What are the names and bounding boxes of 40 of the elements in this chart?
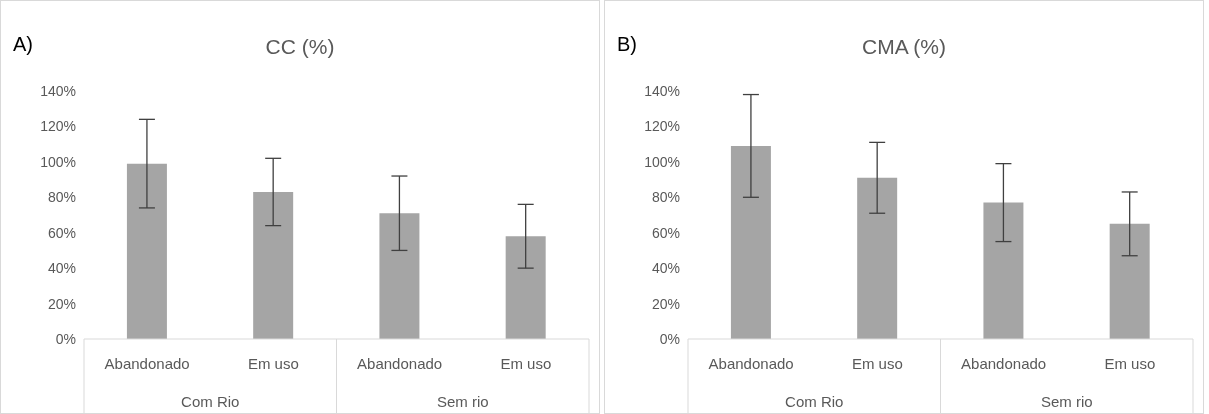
y-tick-label: 140% [644,82,680,99]
x-tick-label: Em uso [247,355,299,372]
bar [253,191,294,339]
y-tick-label: 60% [651,224,680,241]
text: Sem rio [1040,393,1093,410]
y-tick-label: 120% [40,118,76,135]
text: B) [617,33,637,56]
text: Com Rio [785,393,844,410]
y-tick-label: 80% [47,189,76,206]
x-tick-label: Em uso [1104,355,1156,372]
x-tick-label: Abandonado [357,355,443,372]
y-tick-label: 120% [644,118,680,135]
y-tick-label: 60% [47,224,76,241]
y-tick-label: 100% [644,153,680,170]
bar [126,163,167,339]
bar [730,145,771,339]
bar [857,177,898,339]
bar [505,236,546,339]
x-tick-label: Abandonado [961,355,1047,372]
x-tick-label: Abandonado [104,355,190,372]
y-tick-label: 0% [55,330,76,347]
bar [1109,223,1150,339]
text: A) [13,33,33,56]
y-tick-label: 20% [651,295,680,312]
y-tick-label: 80% [651,189,680,206]
text: Sem rio [436,393,489,410]
x-tick-label: Em uso [851,355,903,372]
text: Com Rio [181,393,240,410]
y-tick-label: 40% [47,260,76,277]
y-tick-label: 0% [659,330,680,347]
chart-title: CMA (%) [862,35,946,58]
bar [983,202,1024,339]
y-tick-label: 140% [40,82,76,99]
y-tick-label: 100% [40,153,76,170]
y-tick-label: 20% [47,295,76,312]
y-tick-label: 40% [651,260,680,277]
chart-title: CC (%) [265,35,335,58]
x-tick-label: Em uso [500,355,552,372]
bar [379,213,420,339]
x-tick-label: Abandonado [708,355,794,372]
